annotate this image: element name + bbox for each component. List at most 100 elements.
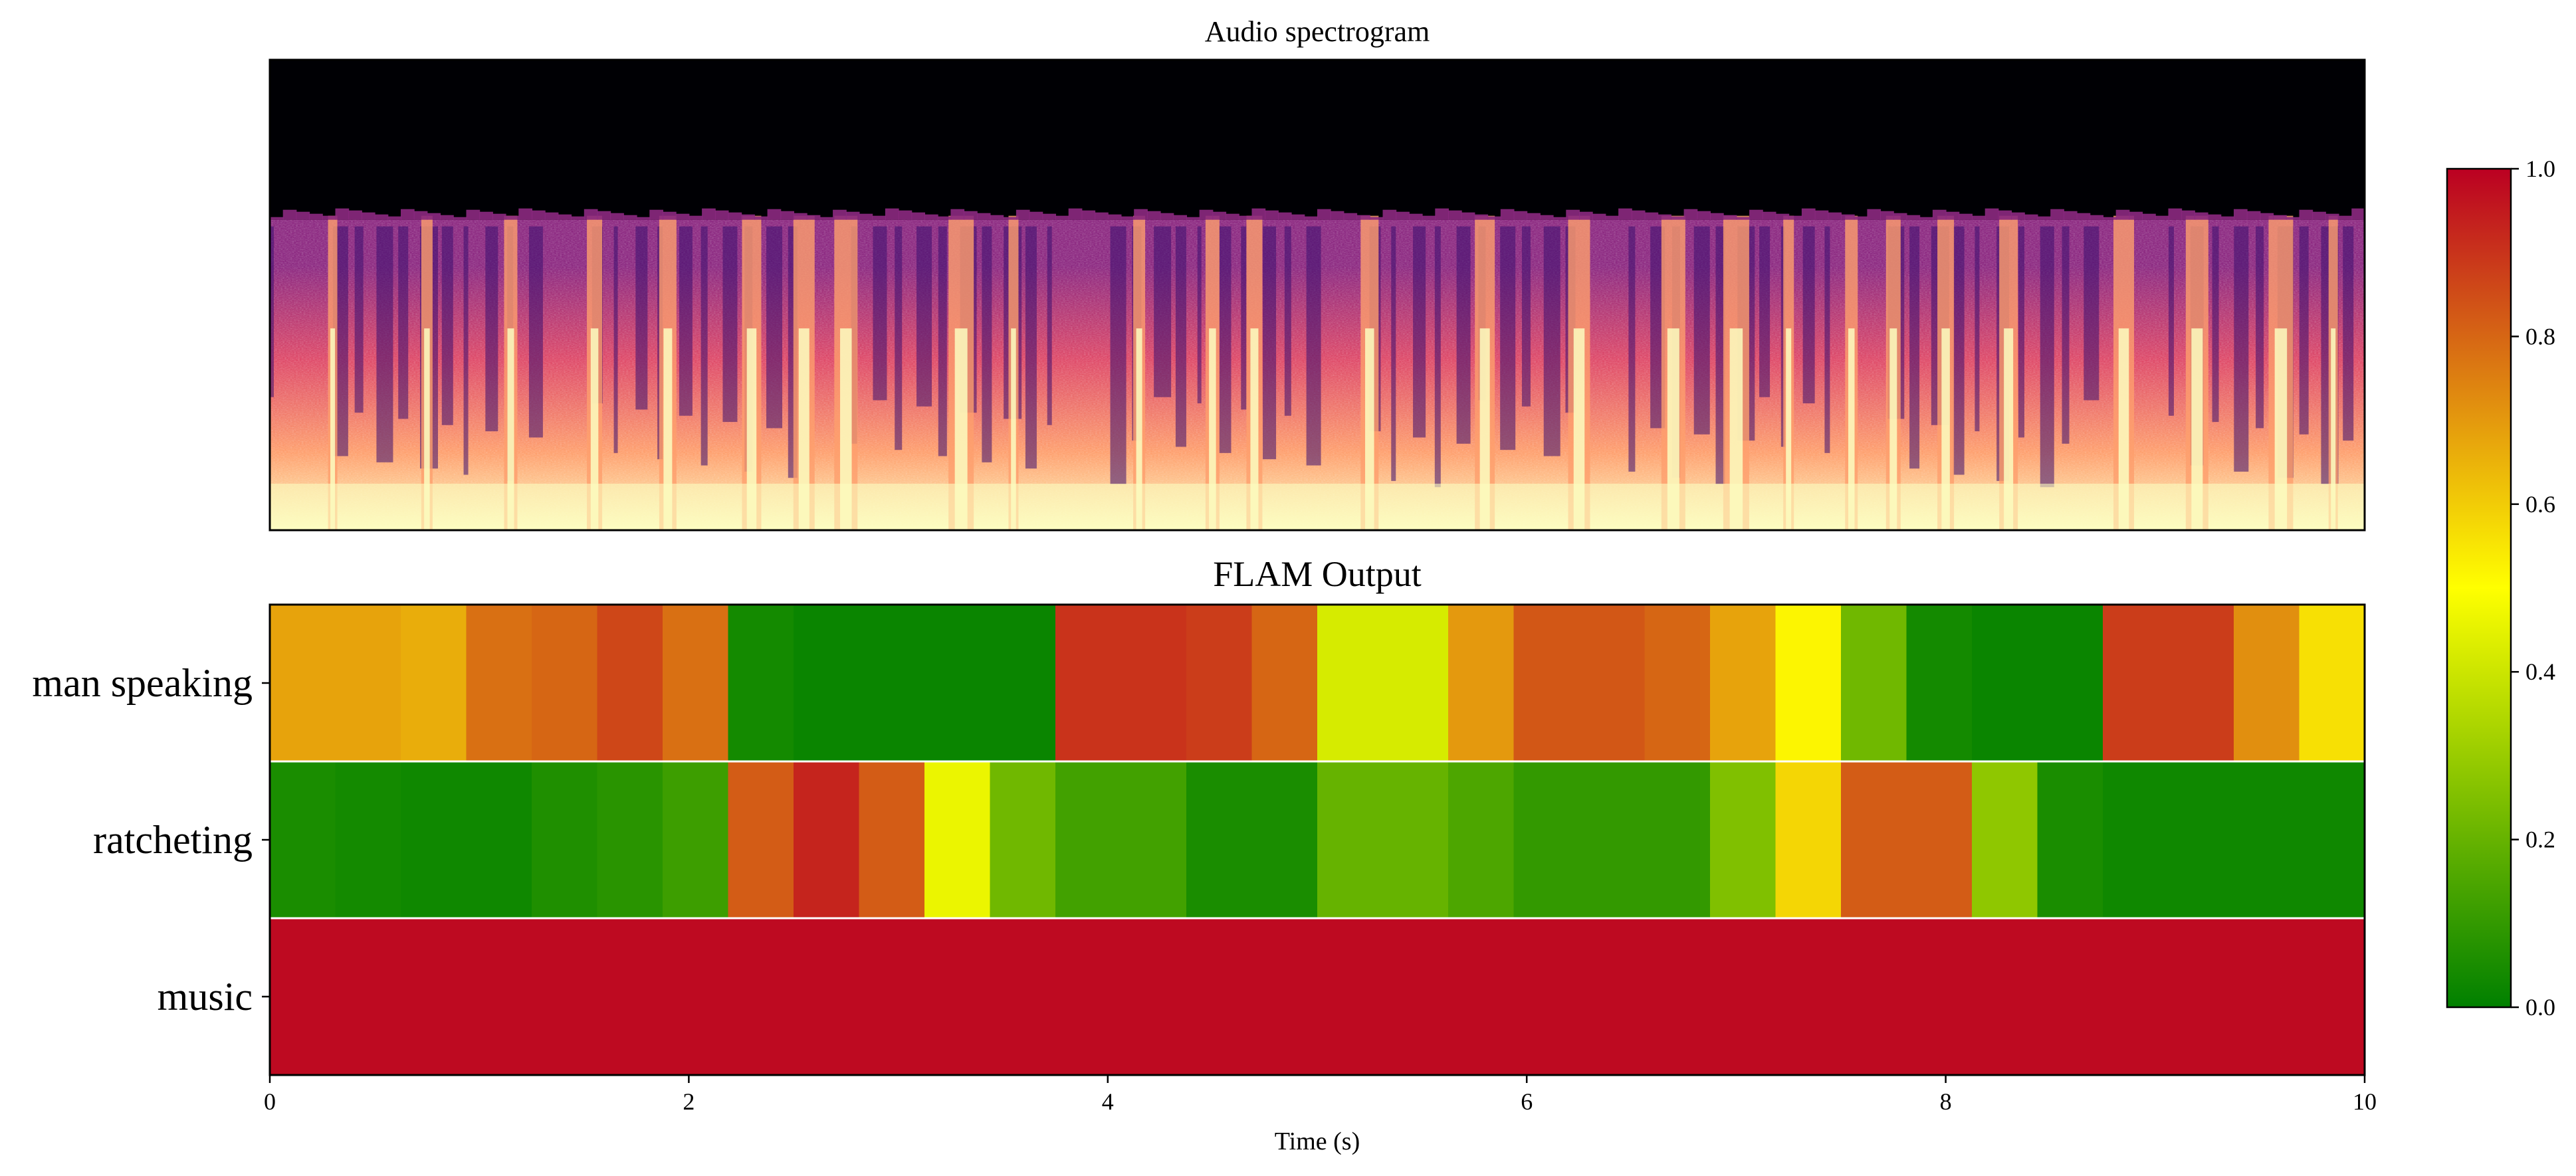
spectrogram-edge xyxy=(1277,212,1292,220)
spectrogram-edge xyxy=(623,215,637,220)
heatmap-cell xyxy=(1121,761,1187,918)
heatmap-cell xyxy=(1841,605,1907,761)
heatmap-cell xyxy=(924,605,991,761)
spectrogram-burst-core xyxy=(1209,328,1216,530)
x-tick-label: 6 xyxy=(1521,1088,1533,1115)
spectrogram-edge xyxy=(1906,215,1921,220)
spectrogram-valley xyxy=(463,226,469,475)
spectrogram-edge xyxy=(728,212,742,220)
spectrogram-edge xyxy=(1146,211,1161,220)
spectrogram-edge xyxy=(322,215,336,220)
heatmap-cell xyxy=(597,761,663,918)
spectrogram-valley xyxy=(895,226,903,450)
heatmap-cell xyxy=(1251,918,1318,1075)
spectrogram-edge xyxy=(1160,213,1174,220)
heatmap-cell xyxy=(859,918,925,1075)
spectrogram-edge xyxy=(2273,215,2287,220)
spectrogram-edge xyxy=(1841,214,1855,220)
spectrogram-edge xyxy=(2246,211,2261,220)
heatmap-cell xyxy=(2234,761,2300,918)
spectrogram-valley xyxy=(722,226,738,423)
spectrogram-burst-core xyxy=(1729,328,1743,530)
spectrogram-edge xyxy=(754,216,768,220)
spectrogram-burst-core xyxy=(1786,328,1792,530)
heatmap-cell xyxy=(1382,761,1449,918)
spectrogram-edge xyxy=(1566,209,1580,220)
spectrogram-title: Audio spectrogram xyxy=(1205,15,1430,48)
heatmap-cell xyxy=(401,761,467,918)
spectrogram-edge xyxy=(1605,215,1620,220)
spectrogram-valley xyxy=(441,226,453,425)
heatmap-cell xyxy=(1906,918,1973,1075)
spectrogram-edge xyxy=(1932,209,1947,220)
spectrogram-edge xyxy=(937,216,952,220)
spectrogram-valley xyxy=(376,226,393,462)
spectrogram-edge xyxy=(1749,209,1763,220)
spectrogram-edge xyxy=(702,208,716,220)
colorbar-tick-label: 0.8 xyxy=(2525,323,2555,349)
heatmap-cell xyxy=(728,918,794,1075)
x-axis-label: Time (s) xyxy=(1275,1127,1360,1155)
spectrogram-edge xyxy=(1762,211,1776,220)
spectrogram-edge xyxy=(689,215,703,220)
spectrogram-edge xyxy=(1435,208,1449,220)
spectrogram-valley xyxy=(1263,226,1277,460)
spectrogram-valley xyxy=(1953,226,1965,475)
spectrogram-burst-core xyxy=(798,328,809,530)
spectrogram-edge xyxy=(859,213,873,220)
spectrogram-edge xyxy=(544,212,559,220)
spectrogram-burst-core xyxy=(2331,328,2336,530)
heatmap-cell xyxy=(1251,605,1318,761)
row-label: music xyxy=(158,975,253,1019)
spectrogram-valley xyxy=(2062,226,2070,444)
spectrogram-valley xyxy=(1197,226,1202,404)
spectrogram-edge xyxy=(1369,217,1384,220)
spectrogram-burst-core xyxy=(1667,328,1679,530)
heatmap-cell xyxy=(990,605,1056,761)
spectrogram-edge xyxy=(532,210,546,220)
heatmap-cell xyxy=(335,605,401,761)
spectrogram-burst-core xyxy=(1889,328,1897,530)
spectrogram-edge xyxy=(296,211,310,220)
spectrogram-edge xyxy=(1998,210,2012,220)
spectrogram-valley xyxy=(2343,226,2354,441)
spectrogram-edge xyxy=(440,215,454,220)
heatmap-cell xyxy=(2103,605,2169,761)
spectrogram-edge xyxy=(348,210,362,220)
spectrogram-edge xyxy=(663,211,677,220)
spectrogram-valley xyxy=(2256,226,2264,429)
heatmap-cell xyxy=(794,761,860,918)
heatmap-cell xyxy=(1055,918,1122,1075)
spectrogram-edge xyxy=(2024,214,2038,220)
spectrogram-valley xyxy=(1759,226,1771,397)
flam-heatmap xyxy=(270,605,2365,1075)
heatmap-cell xyxy=(1775,761,1842,918)
spectrogram-edge xyxy=(427,213,441,220)
spectrogram-edge xyxy=(610,213,624,220)
spectrogram-edge xyxy=(976,213,991,220)
spectrogram-edge xyxy=(1697,211,1711,220)
spectrogram-edge xyxy=(1579,211,1593,220)
heatmap-cell xyxy=(2168,761,2234,918)
spectrogram-valley xyxy=(485,226,498,432)
spectrogram-burst-core xyxy=(663,328,673,530)
spectrogram-edge xyxy=(1919,217,1933,220)
spectrogram-edge xyxy=(1016,209,1030,220)
spectrogram-edge xyxy=(1291,214,1305,220)
heatmap-cell xyxy=(270,918,336,1075)
spectrogram-valley xyxy=(1824,226,1830,453)
spectrogram-valley xyxy=(270,226,274,397)
heatmap-cell xyxy=(270,761,336,918)
spectrogram-edge xyxy=(675,213,690,220)
spectrogram-burst-core xyxy=(330,328,336,530)
heatmap-cell xyxy=(532,605,598,761)
spectrogram-edge xyxy=(2312,211,2326,220)
colorbar-tick-label: 0.0 xyxy=(2525,994,2555,1021)
spectrogram-burst-core xyxy=(1011,328,1016,530)
spectrogram-edge xyxy=(2325,213,2339,220)
spectrogram-edge xyxy=(806,215,821,220)
heatmap-cell xyxy=(532,761,598,918)
spectrogram-edge xyxy=(1618,208,1632,220)
spectrogram-valley xyxy=(1456,226,1471,444)
spectrogram-edge xyxy=(2181,210,2195,220)
